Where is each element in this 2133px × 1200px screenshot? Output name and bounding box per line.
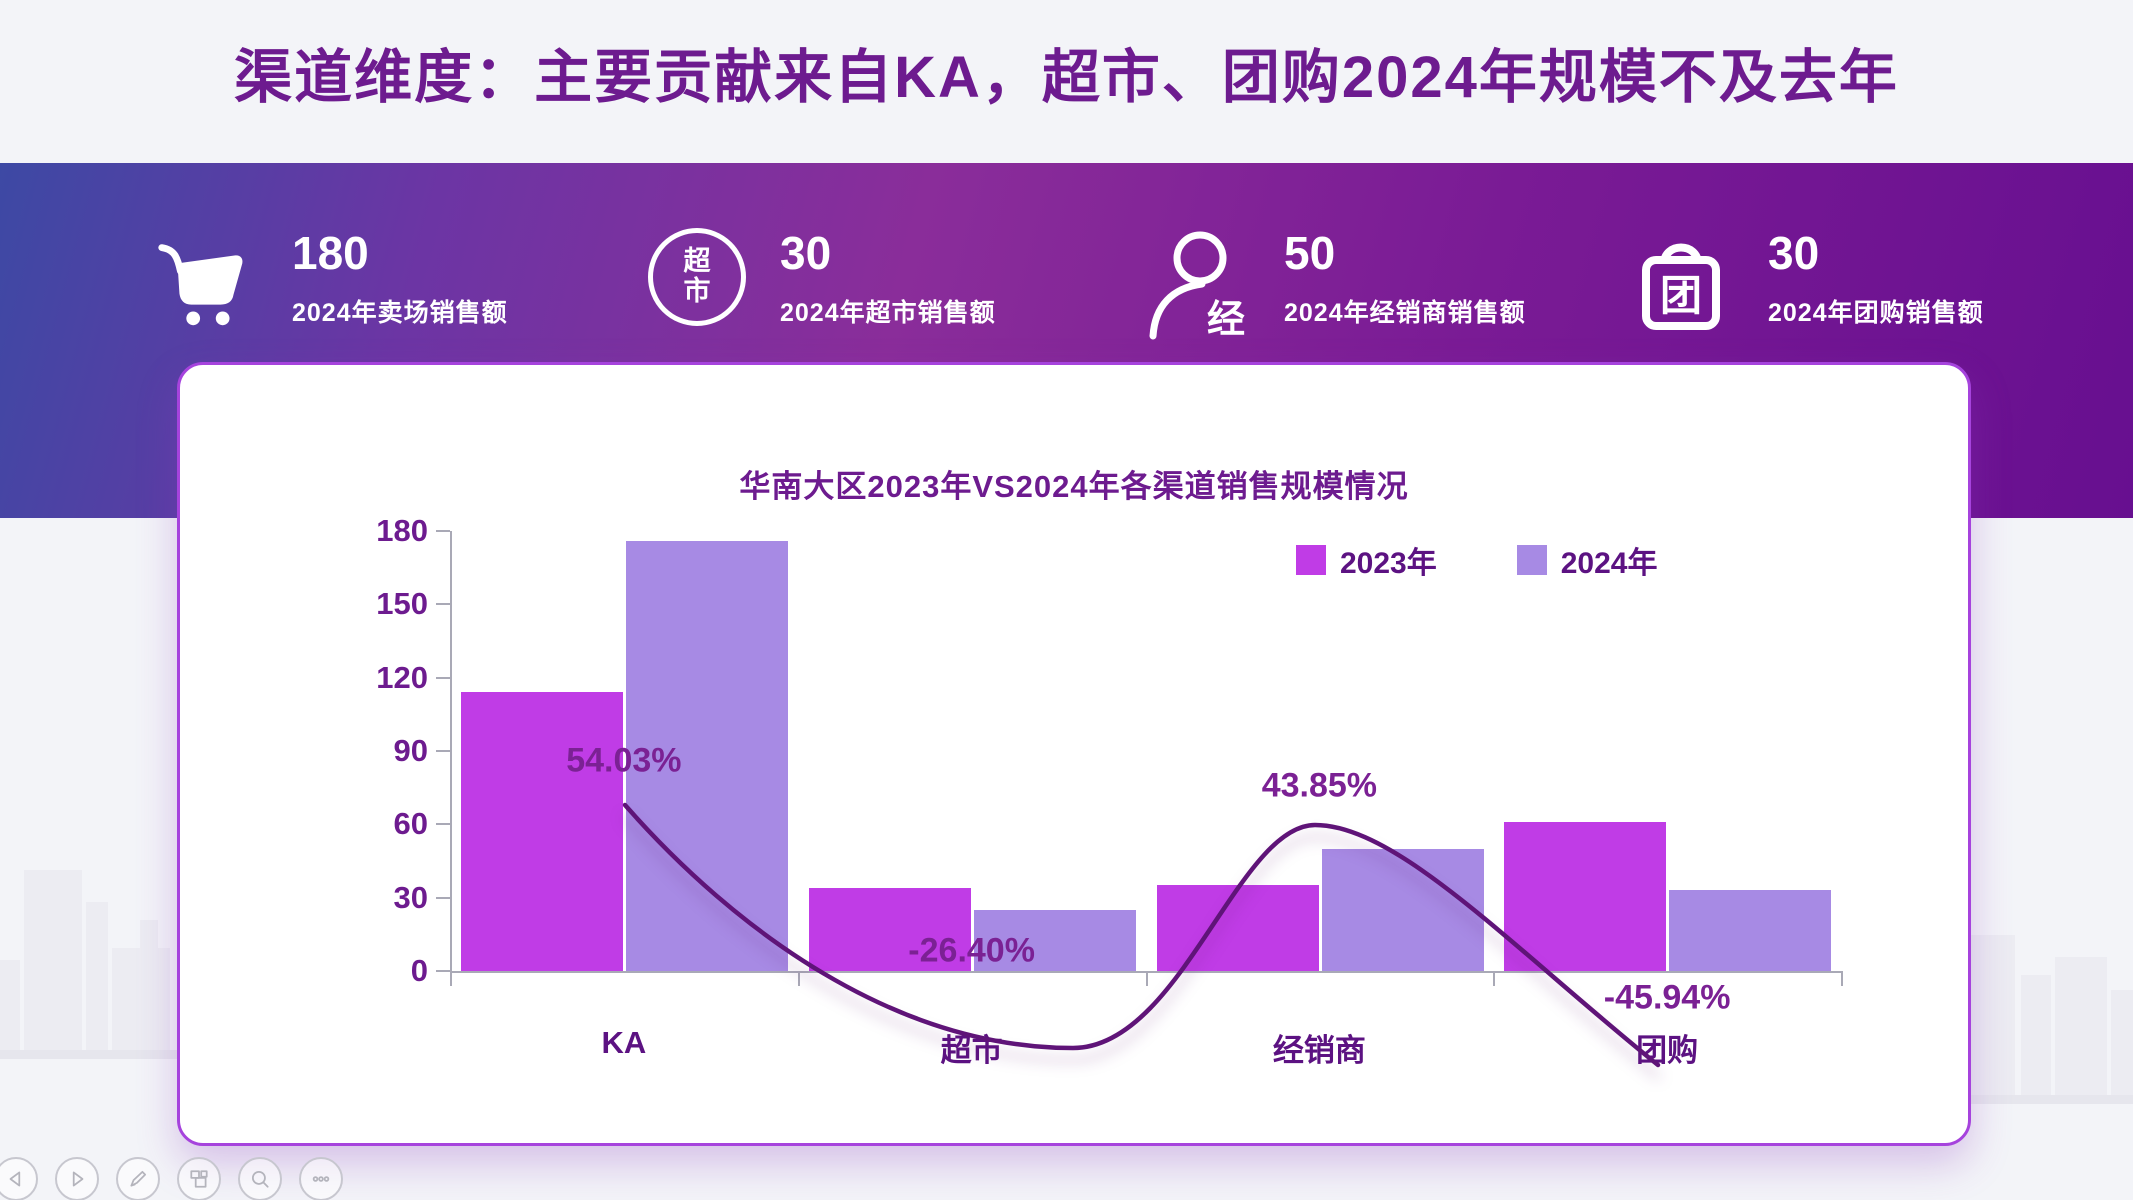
next-slide-button[interactable] xyxy=(55,1157,99,1200)
y-axis-tick xyxy=(436,823,450,826)
pen-annotate-button[interactable] xyxy=(116,1157,160,1200)
bar-2024年-团购 xyxy=(1669,890,1832,971)
stat-label: 2024年经销商销售额 xyxy=(1284,298,1526,327)
more-options-button[interactable] xyxy=(299,1157,343,1200)
growth-label-经销商: 43.85% xyxy=(1261,766,1378,805)
bar-2023年-KA xyxy=(461,692,623,971)
growth-label-KA: 54.03% xyxy=(566,741,682,780)
y-axis-label: 0 xyxy=(410,953,428,988)
category-label-KA: KA xyxy=(601,1025,647,1060)
y-axis-tick xyxy=(436,896,450,899)
growth-label-团购: -45.94% xyxy=(1603,978,1731,1017)
legend-item-2024: 2024年 xyxy=(1516,538,1658,582)
y-axis-line xyxy=(450,531,452,973)
bar-2023年-经销商 xyxy=(1156,885,1319,971)
stat-label: 2024年卖场销售额 xyxy=(292,298,508,327)
category-label-经销商: 经销商 xyxy=(1272,1033,1366,1068)
bar-chart-plot: 0 30 60 90 120 150 180 KA 54.03% 超市 -26.40% 经销商 43.8… xyxy=(180,365,1968,1143)
y-axis-tick xyxy=(436,750,450,752)
chart-card: 华南大区2023年VS2024年各渠道销售规模情况 2023年 2024年 0 3… xyxy=(177,362,1971,1146)
supermarket-icon-char-1: 超 xyxy=(683,246,711,277)
distributor-person-icon: 经 xyxy=(1138,228,1250,345)
x-axis-tick xyxy=(797,973,800,986)
stat-value: 30 xyxy=(780,227,832,279)
stat-supermarket-sales: 超 市 30 2024年超市销售额 xyxy=(648,228,996,329)
zoom-search-button[interactable] xyxy=(238,1157,282,1200)
y-axis-tick xyxy=(436,603,450,606)
legend-item-2023: 2023年 xyxy=(1296,538,1437,582)
legend-label-2024: 2024年 xyxy=(1560,547,1658,580)
y-axis-label: 90 xyxy=(393,733,428,768)
x-axis-tick xyxy=(1493,973,1496,986)
stat-distributor-sales: 经 50 2024年经销商销售额 xyxy=(1138,228,1526,345)
supermarket-circle-icon: 超 市 xyxy=(648,228,746,326)
x-axis-tick xyxy=(1145,973,1148,986)
stat-mart-sales: 180 2024年卖场销售额 xyxy=(150,228,508,341)
legend-swatch-2023 xyxy=(1296,545,1326,575)
y-axis-label: 180 xyxy=(376,513,428,548)
stat-groupbuy-sales: 团 30 2024年团购销售额 xyxy=(1630,228,1984,341)
y-axis-tick xyxy=(436,530,450,532)
y-axis-tick xyxy=(436,970,450,972)
bar-2023年-团购 xyxy=(1504,821,1667,971)
stat-value: 180 xyxy=(292,227,369,279)
stat-label: 2024年团购销售额 xyxy=(1768,298,1984,327)
growth-label-超市: -26.40% xyxy=(908,931,1035,970)
svg-text:团: 团 xyxy=(1660,272,1702,319)
groupbuy-bag-icon: 团 xyxy=(1630,228,1734,341)
cart-icon xyxy=(150,228,258,341)
svg-text:经: 经 xyxy=(1207,299,1245,340)
x-axis-tick xyxy=(450,973,452,986)
bar-2024年-经销商 xyxy=(1321,848,1484,971)
legend-label-2023: 2023年 xyxy=(1340,547,1437,580)
chart-title: 华南大区2023年VS2024年各渠道销售规模情况 xyxy=(739,469,1409,504)
stat-value: 50 xyxy=(1284,227,1336,279)
stat-value: 30 xyxy=(1768,227,1820,279)
category-label-团购: 团购 xyxy=(1636,1033,1699,1068)
slideshow-toolbar xyxy=(0,1157,343,1200)
previous-slide-button[interactable] xyxy=(0,1157,38,1200)
category-label-超市: 超市 xyxy=(940,1033,1003,1068)
chart-legend: 2023年 2024年 xyxy=(1296,538,1658,582)
city-skyline-left xyxy=(0,870,180,1059)
y-axis-label: 150 xyxy=(376,586,428,622)
slide-panel-button[interactable] xyxy=(177,1157,221,1200)
y-axis-tick xyxy=(436,676,450,679)
stat-label: 2024年超市销售额 xyxy=(780,298,996,327)
legend-swatch-2024 xyxy=(1516,545,1547,575)
slide-title: 渠道维度：主要贡献来自KA，超市、团购2024年规模不及去年 xyxy=(234,45,1899,110)
city-skyline-right xyxy=(1963,935,2133,1104)
supermarket-icon-char-2: 市 xyxy=(683,276,711,306)
y-axis-label: 120 xyxy=(376,659,428,695)
x-axis-tick xyxy=(1841,973,1843,986)
y-axis-label: 60 xyxy=(393,806,428,842)
y-axis-label: 30 xyxy=(393,879,428,915)
